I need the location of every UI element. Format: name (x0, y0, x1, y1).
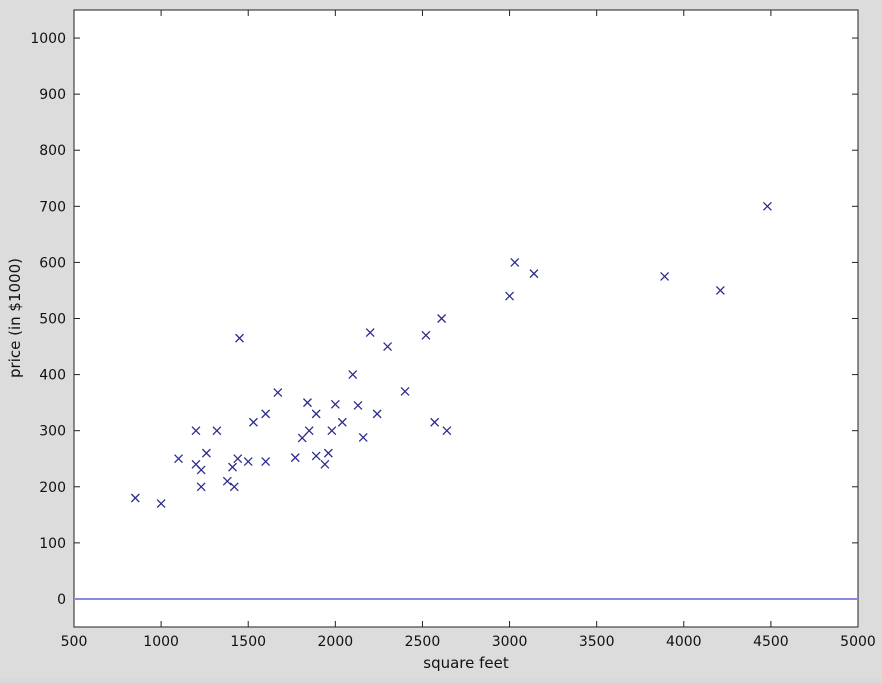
x-tick-label: 2500 (405, 634, 441, 650)
data-point (235, 333, 244, 343)
x-axis: 500 1000 1500 2000 2500 3000 3500 4000 4500 5000 (61, 10, 876, 650)
x-tick-label: 4000 (666, 634, 702, 650)
data-point (358, 432, 368, 442)
data-point (348, 370, 358, 380)
x-tick-label: 2000 (318, 634, 354, 650)
data-point (222, 476, 232, 486)
data-point (330, 399, 340, 409)
data-point (261, 409, 271, 419)
data-point (302, 398, 312, 408)
x-tick-label: 3500 (579, 634, 615, 650)
y-tick-label: 100 (39, 536, 66, 552)
data-point (510, 257, 520, 267)
x-tick-label: 5000 (840, 634, 876, 650)
x-tick-label: 1000 (143, 634, 179, 650)
data-point (196, 482, 206, 492)
y-axis-label: price (in $1000) (6, 258, 24, 378)
data-point (430, 417, 440, 427)
data-point (383, 342, 393, 352)
data-point (191, 426, 201, 436)
data-point (212, 426, 222, 436)
y-tick-label: 600 (39, 255, 66, 271)
data-point (311, 451, 321, 461)
data-point (273, 388, 283, 397)
data-point (400, 386, 410, 396)
data-point (229, 482, 239, 492)
data-point (365, 328, 375, 337)
data-point (233, 454, 243, 464)
data-point (421, 330, 431, 340)
data-point (304, 426, 314, 436)
data-point (437, 314, 447, 323)
data-point (715, 285, 725, 295)
y-tick-label: 1000 (30, 31, 66, 47)
y-tick-label: 900 (39, 87, 66, 103)
data-point (243, 457, 253, 466)
data-point (156, 499, 166, 509)
x-tick-label: 3000 (492, 634, 528, 650)
data-point (261, 457, 271, 466)
data-point (327, 426, 337, 436)
data-point (529, 269, 539, 279)
data-point (201, 448, 211, 458)
y-tick-label: 700 (39, 199, 66, 215)
data-point (353, 400, 363, 410)
data-point (505, 291, 515, 301)
x-tick-label: 4500 (753, 634, 789, 650)
x-axis-label: square feet (423, 654, 509, 672)
data-points (130, 201, 772, 509)
data-point (174, 454, 183, 464)
data-point (372, 409, 382, 419)
data-point (228, 462, 238, 472)
data-point (660, 271, 670, 281)
y-tick-label: 0 (57, 592, 66, 608)
data-point (311, 409, 321, 419)
data-point (337, 417, 347, 427)
data-point (442, 426, 452, 436)
data-point (320, 459, 330, 469)
data-point (248, 417, 258, 427)
data-point (297, 433, 307, 443)
data-point (130, 493, 140, 503)
y-tick-label: 400 (39, 368, 66, 384)
y-axis: 0 100 200 300 400 500 600 700 800 900 1000 (30, 31, 858, 608)
data-point (323, 448, 333, 458)
data-point (196, 465, 206, 475)
data-point (762, 201, 772, 211)
y-tick-label: 800 (39, 143, 66, 159)
y-tick-label: 500 (39, 312, 66, 328)
plot-area (73, 9, 859, 628)
y-tick-label: 200 (39, 480, 66, 496)
data-point (290, 453, 300, 463)
x-tick-label: 500 (61, 634, 88, 650)
x-tick-label: 1500 (230, 634, 266, 650)
y-tick-label: 300 (39, 424, 66, 440)
